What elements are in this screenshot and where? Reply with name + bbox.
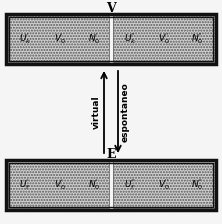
Text: $N_{0}^{'}$: $N_{0}^{'}$ [88,32,101,46]
Bar [8,162,109,209]
Text: E: E [106,147,116,161]
Text: $V_{0}^{'}$: $V_{0}^{'}$ [54,32,65,46]
Bar [113,162,214,209]
Bar [8,15,109,62]
Text: $V_{0}^{'}$: $V_{0}^{'}$ [54,178,65,192]
Text: $N_{0}^{'}$: $N_{0}^{'}$ [88,178,101,192]
Text: espontaneo: espontaneo [121,82,130,142]
Text: V: V [106,2,116,15]
Text: $U_{k}^{''}$: $U_{k}^{''}$ [124,32,136,46]
Bar [8,15,109,62]
Bar [113,162,214,209]
Text: $U_{k}^{'}$: $U_{k}^{'}$ [19,32,31,46]
Bar [113,15,214,62]
Text: $V_{0}^{''}$: $V_{0}^{''}$ [158,32,170,46]
Text: $U_{f}^{'}$: $U_{f}^{'}$ [19,178,31,192]
Bar [6,160,216,210]
Text: $V_{0}^{''}$: $V_{0}^{''}$ [158,178,170,192]
Text: $N_{0}^{''}$: $N_{0}^{''}$ [191,178,204,192]
Text: $U_{f}^{''}$: $U_{f}^{''}$ [124,178,136,192]
Bar [9,163,213,207]
Bar [113,15,214,62]
Bar [6,14,216,64]
Bar [8,162,109,209]
Text: virtual: virtual [92,95,101,129]
Text: $N_{0}^{''}$: $N_{0}^{''}$ [191,32,204,46]
Bar [9,17,213,61]
